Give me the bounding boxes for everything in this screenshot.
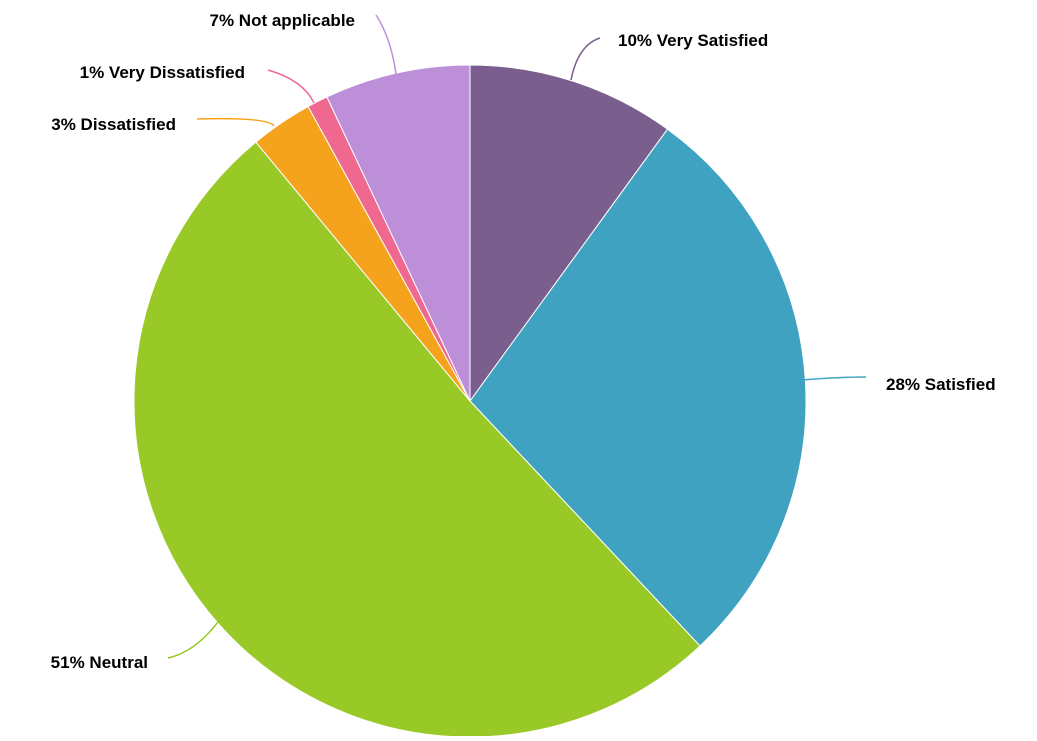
leader-line-dissatisfied <box>196 117 275 127</box>
leader-line-very-satisfied <box>570 37 601 81</box>
pie-slice-very-satisfied <box>469 64 669 403</box>
leader-lines <box>167 14 867 659</box>
leader-line-neutral <box>167 621 219 659</box>
slice-label-dissatisfied: 3% Dissatisfied <box>51 115 176 134</box>
pie-slices <box>133 64 807 738</box>
slice-label-not-applicable: 7% Not applicable <box>210 11 355 30</box>
pie-slice-not-applicable <box>326 64 471 402</box>
leader-line-very-dissatisfied <box>267 69 315 104</box>
slice-labels: 10% Very Satisfied 28% Satisfied 51% Neu… <box>51 11 996 672</box>
leader-line-not-applicable <box>375 14 397 75</box>
slice-label-very-dissatisfied: 1% Very Dissatisfied <box>80 63 245 82</box>
slice-label-neutral: 51% Neutral <box>51 653 148 672</box>
leader-line-satisfied <box>801 376 867 381</box>
slice-label-very-satisfied: 10% Very Satisfied <box>618 31 768 50</box>
slice-label-satisfied: 28% Satisfied <box>886 375 996 394</box>
